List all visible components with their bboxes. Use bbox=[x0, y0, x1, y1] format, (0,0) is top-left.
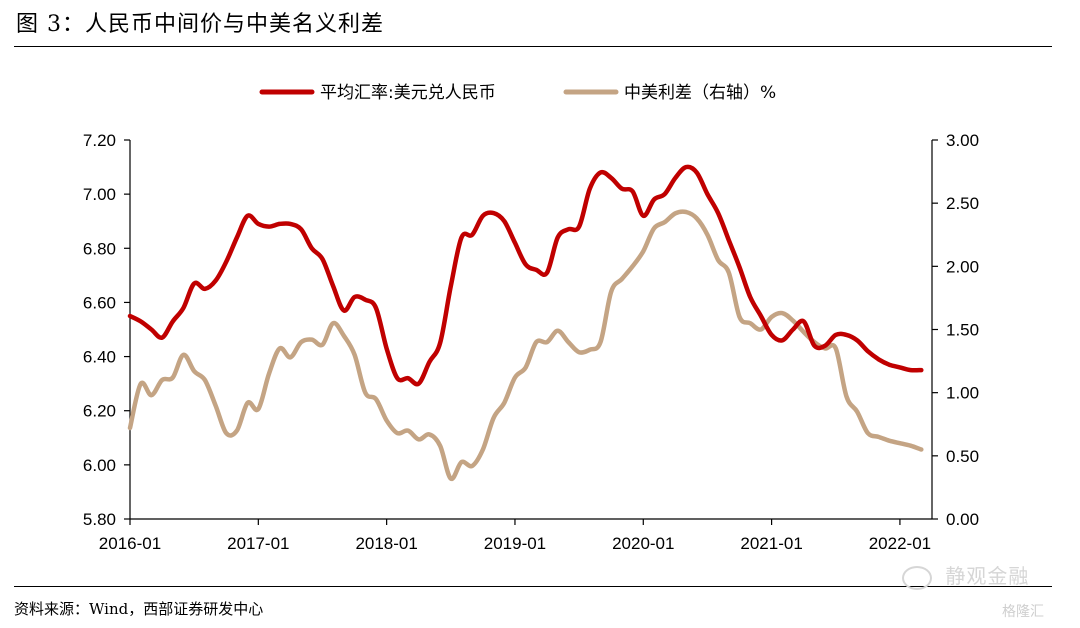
right-tick-label: 0.00 bbox=[946, 510, 979, 529]
series-line-rate-spread bbox=[127, 209, 924, 482]
legend-item-exchange-rate-label: 平均汇率:美元兑人民币 bbox=[320, 83, 496, 103]
source-note: 资料来源：Wind，西部证券研发中心 bbox=[14, 600, 264, 618]
chart-legend: 平均汇率:美元兑人民币 中美利差（右轴）% bbox=[259, 83, 776, 103]
watermark: 静观金融 bbox=[902, 560, 1029, 590]
figure-title: 图 3：人民币中间价与中美名义利差 bbox=[16, 12, 384, 37]
left-tick-label: 5.80 bbox=[83, 510, 116, 529]
left-tick-label: 7.00 bbox=[83, 185, 116, 204]
title-rule bbox=[14, 46, 1052, 47]
x-tick-label: 2022-01 bbox=[869, 534, 931, 553]
x-tick-label: 2017-01 bbox=[227, 534, 289, 553]
series-line-exchange-rate bbox=[127, 164, 924, 387]
legend-item-rate-spread-label: 中美利差（右轴）% bbox=[624, 83, 776, 103]
left-tick-label: 6.40 bbox=[83, 348, 116, 367]
right-tick-label: 0.50 bbox=[946, 447, 979, 466]
right-tick-label: 3.00 bbox=[946, 131, 979, 150]
right-tick-label: 2.50 bbox=[946, 194, 979, 213]
footer-rule bbox=[14, 586, 1052, 587]
x-tick-label: 2020-01 bbox=[612, 534, 674, 553]
chart-plot-area bbox=[127, 164, 924, 482]
x-tick-label: 2016-01 bbox=[99, 534, 161, 553]
left-tick-label: 6.20 bbox=[83, 402, 116, 421]
right-tick-label: 1.00 bbox=[946, 384, 979, 403]
chart-axes: 5.80 6.00 6.20 6.40 6.60 6.80 7.00 7.20 0.00 0.50… bbox=[83, 131, 979, 553]
dual-axis-line-chart: 平均汇率:美元兑人民币 中美利差（右轴）% 5.80 6.00 6.20 6.40 6.6… bbox=[83, 83, 979, 553]
x-tick-label: 2021-01 bbox=[740, 534, 802, 553]
x-tick-label: 2018-01 bbox=[355, 534, 417, 553]
left-tick-label: 6.60 bbox=[83, 293, 116, 312]
right-tick-label: 1.50 bbox=[946, 321, 979, 340]
watermark-text: 静观金融 bbox=[945, 564, 1030, 588]
brand-watermark: 格隆汇 bbox=[1002, 604, 1044, 620]
left-tick-label: 7.20 bbox=[83, 131, 116, 150]
left-tick-label: 6.00 bbox=[83, 456, 116, 475]
left-tick-label: 6.80 bbox=[83, 239, 116, 258]
wechat-icon bbox=[902, 565, 932, 590]
right-tick-label: 2.00 bbox=[946, 257, 979, 276]
x-tick-label: 2019-01 bbox=[484, 534, 546, 553]
